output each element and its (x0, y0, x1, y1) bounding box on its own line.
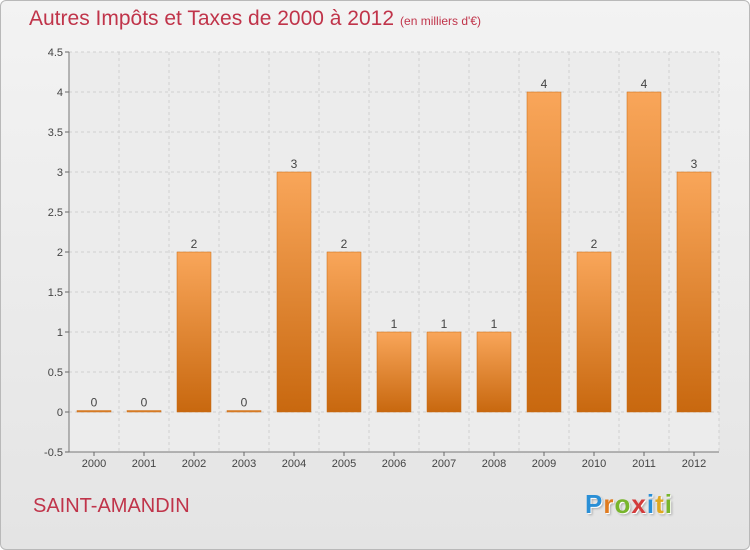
y-tick-label: 3.5 (48, 127, 63, 139)
data-label: 4 (641, 77, 648, 91)
labels: -0.5 0 0.5 1 1.5 2 2.5 3 3.5 4 4.5 0 2000 0 2001 2 2002 0… (44, 47, 706, 470)
logo-letter: i (646, 489, 656, 519)
chart-unit: (en milliers d'€) (400, 14, 482, 28)
bar (626, 91, 662, 413)
data-label: 1 (441, 317, 448, 331)
x-tick-label: 2004 (282, 458, 306, 470)
y-tick-label: 4 (57, 87, 63, 99)
data-label: 3 (291, 157, 298, 171)
x-tick-label: 2001 (132, 458, 156, 470)
data-label: 1 (391, 317, 398, 331)
x-tick-label: 2010 (582, 458, 606, 470)
commune-name: SAINT-AMANDIN (33, 495, 190, 517)
bar (276, 171, 312, 413)
y-tick-label: 0 (57, 407, 63, 419)
x-tick-label: 2005 (332, 458, 356, 470)
chart-title: Autres Impôts et Taxes de 2000 à 2012 (en… (29, 7, 481, 31)
data-label: 0 (91, 396, 98, 410)
x-tick-label: 2003 (232, 458, 256, 470)
chart-title-text: Autres Impôts et Taxes de 2000 à 2012 (29, 7, 395, 30)
x-tick-label: 2002 (182, 458, 206, 470)
x-tick-label: 2000 (82, 458, 106, 470)
x-tick-label: 2011 (632, 458, 656, 470)
y-tick-label: 0.5 (48, 367, 63, 379)
data-label: 2 (591, 237, 598, 251)
bar (76, 410, 112, 413)
bar (476, 331, 512, 413)
logo-letter: i (664, 489, 673, 519)
logo-letter: P (585, 489, 604, 519)
bar (176, 251, 212, 413)
logo-letter: r (603, 489, 615, 519)
logo-letter: x (631, 489, 647, 519)
bar (676, 171, 712, 413)
bar (576, 251, 612, 413)
bars (76, 91, 712, 413)
bar (426, 331, 462, 413)
axes (65, 51, 719, 456)
x-tick-label: 2008 (482, 458, 506, 470)
bar (226, 410, 262, 413)
data-label: 0 (141, 396, 148, 410)
bar (376, 331, 412, 413)
data-label: 2 (341, 237, 348, 251)
data-label: 1 (491, 317, 498, 331)
y-tick-label: -0.5 (44, 447, 63, 459)
bar (126, 410, 162, 413)
logo-letter: o (614, 489, 632, 519)
y-tick-label: 3 (57, 167, 63, 179)
proxiti-logo[interactable]: Proxiti (585, 489, 673, 520)
bar (526, 91, 562, 413)
data-label: 3 (691, 157, 698, 171)
x-tick-label: 2007 (432, 458, 456, 470)
data-label: 0 (241, 396, 248, 410)
x-tick-label: 2009 (532, 458, 556, 470)
logo-letter: t (655, 489, 665, 519)
data-label: 2 (191, 237, 198, 251)
y-tick-label: 1 (57, 327, 63, 339)
x-tick-label: 2006 (382, 458, 406, 470)
bar (326, 251, 362, 413)
y-tick-label: 2 (57, 247, 63, 259)
y-tick-label: 1.5 (48, 287, 63, 299)
data-label: 4 (541, 77, 548, 91)
y-tick-label: 2.5 (48, 207, 63, 219)
x-tick-label: 2012 (682, 458, 706, 470)
y-tick-label: 4.5 (48, 47, 63, 59)
